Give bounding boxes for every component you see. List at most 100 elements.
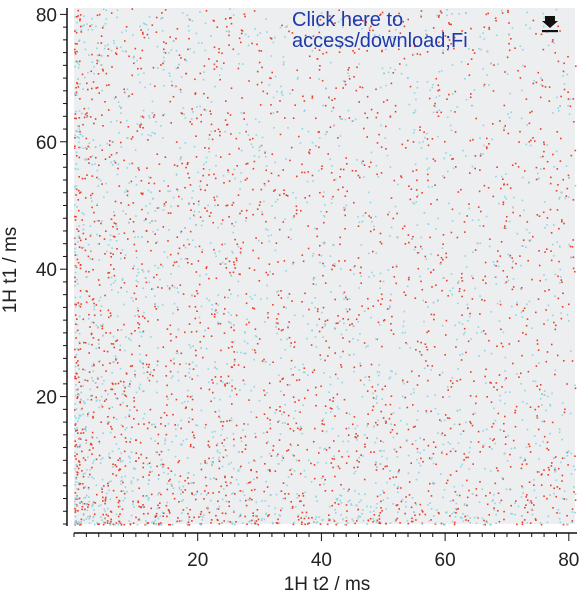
data-point — [325, 211, 328, 213]
data-point — [204, 22, 207, 25]
data-point — [322, 306, 325, 309]
data-point — [89, 388, 92, 391]
data-point — [74, 521, 77, 523]
data-point — [361, 509, 364, 511]
data-point — [410, 520, 413, 523]
data-point — [78, 40, 80, 42]
data-point — [530, 139, 532, 142]
data-point — [370, 151, 373, 154]
data-point — [142, 271, 145, 273]
data-point — [76, 50, 78, 53]
data-point — [447, 389, 449, 391]
data-point — [183, 400, 186, 403]
data-point — [441, 371, 444, 374]
data-point — [86, 415, 89, 417]
data-point — [140, 453, 142, 456]
data-point — [79, 315, 81, 318]
data-point — [448, 93, 450, 96]
data-point — [528, 141, 531, 143]
data-point — [278, 522, 281, 524]
data-point — [93, 523, 96, 526]
data-point — [304, 197, 306, 199]
data-point — [376, 338, 378, 341]
data-point — [155, 308, 158, 310]
data-point — [358, 63, 361, 65]
data-point — [105, 9, 108, 12]
data-point — [380, 146, 383, 148]
data-point — [479, 242, 482, 245]
data-point — [348, 67, 350, 69]
data-point — [148, 363, 150, 366]
data-point — [260, 519, 263, 522]
data-point — [389, 522, 392, 524]
data-point — [123, 303, 125, 306]
data-point — [347, 440, 350, 443]
data-point — [274, 189, 276, 191]
data-point — [91, 53, 93, 56]
data-point — [103, 47, 106, 50]
download-icon[interactable] — [541, 14, 559, 36]
data-point — [186, 457, 189, 459]
data-point — [140, 67, 142, 70]
data-point — [357, 517, 359, 520]
data-point — [333, 124, 335, 127]
data-point — [482, 153, 484, 155]
data-point — [541, 404, 543, 406]
data-point — [76, 453, 78, 455]
data-point — [230, 133, 232, 135]
data-point — [132, 300, 134, 302]
data-point — [365, 346, 367, 348]
data-point — [226, 363, 228, 365]
data-point — [115, 418, 118, 420]
data-point — [521, 245, 524, 247]
data-point — [552, 112, 554, 114]
data-point — [413, 129, 416, 131]
data-point — [313, 521, 315, 523]
data-point — [167, 449, 170, 451]
data-point — [543, 141, 545, 144]
data-point — [449, 500, 452, 503]
data-point — [499, 255, 502, 257]
data-point — [289, 443, 292, 446]
data-point — [514, 502, 516, 505]
data-point — [478, 190, 481, 193]
data-point — [138, 386, 140, 389]
data-point — [258, 61, 261, 64]
download-link[interactable]: Click here to access/download;Fi — [292, 10, 532, 52]
data-point — [455, 512, 457, 514]
data-point — [221, 425, 224, 427]
data-point — [75, 86, 77, 89]
data-point — [290, 146, 293, 149]
data-point — [440, 111, 442, 114]
data-point — [405, 64, 408, 66]
data-point — [269, 77, 271, 79]
data-point — [107, 421, 109, 423]
data-point — [353, 76, 355, 78]
data-point — [147, 463, 149, 465]
data-point — [248, 499, 251, 501]
data-point — [156, 380, 158, 383]
data-point — [436, 198, 438, 201]
data-point — [360, 244, 363, 246]
data-point — [113, 39, 115, 42]
data-point — [280, 92, 283, 94]
data-point — [323, 423, 325, 426]
data-point — [89, 469, 92, 471]
data-point — [208, 277, 210, 280]
data-point — [263, 413, 266, 415]
data-point — [132, 267, 134, 270]
data-point — [446, 279, 448, 282]
data-point — [141, 263, 143, 265]
data-point — [426, 331, 428, 334]
data-point — [303, 171, 306, 174]
data-point — [495, 265, 497, 267]
data-point — [520, 288, 522, 290]
data-point — [197, 200, 200, 203]
data-point — [124, 475, 126, 478]
data-point — [278, 194, 281, 196]
data-point — [119, 522, 122, 525]
data-point — [554, 467, 556, 469]
data-point — [546, 521, 549, 524]
data-point — [213, 62, 216, 65]
data-point — [141, 505, 144, 508]
